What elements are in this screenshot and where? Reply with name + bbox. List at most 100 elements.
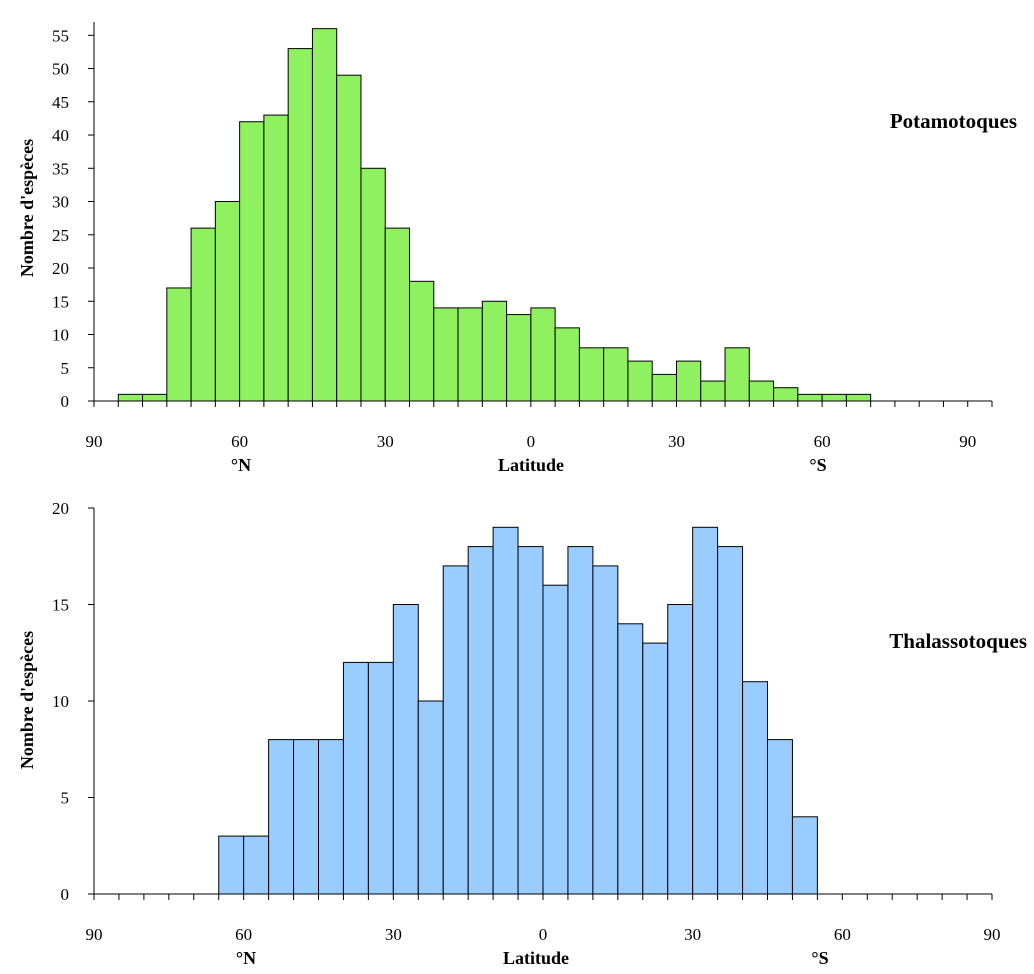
bar-potamotoques-29 <box>821 393 847 402</box>
y-tick-label: 0 <box>61 392 70 411</box>
bar-thalassotoques-22 <box>767 739 793 895</box>
x-tick-label: 90 <box>984 925 1001 944</box>
bar-thalassotoques-12 <box>517 546 544 895</box>
y-tick-label: 35 <box>52 159 69 178</box>
y-tick-label: 5 <box>61 359 70 378</box>
bar-potamotoques-1 <box>142 393 168 402</box>
bar-potamotoques-30 <box>845 393 872 402</box>
bar-thalassotoques-1 <box>243 835 270 895</box>
axes-group: 0 5 10 15 20 90 60 30 0 30 60 90 <box>52 499 1001 944</box>
bar-thalassotoques-3 <box>293 739 319 895</box>
y-tick-label: 50 <box>52 60 69 79</box>
bar-potamotoques-21 <box>627 360 653 402</box>
chart-potamotoques: 0 5 10 15 20 25 30 35 40 45 50 55 90 60 30 0 30 60 90 Pota… <box>17 22 1017 475</box>
y-tick-label: 25 <box>52 226 69 245</box>
north-hemisphere-label: °N <box>231 455 251 475</box>
x-tick-label: 0 <box>539 925 548 944</box>
bar-potamotoques-15 <box>481 300 508 402</box>
x-axis-title: Latitude <box>498 455 564 475</box>
y-tick-label: 40 <box>52 126 69 145</box>
axes-group: 0 5 10 15 20 25 30 35 40 45 50 55 90 60 30 0 30 60 90 <box>52 22 993 451</box>
bar-thalassotoques-0 <box>218 835 245 895</box>
bar-thalassotoques-21 <box>742 681 768 895</box>
y-tick-label: 0 <box>61 885 70 904</box>
bar-thalassotoques-6 <box>367 661 394 895</box>
bar-potamotoques-5 <box>239 121 265 402</box>
bar-thalassotoques-9 <box>442 565 469 895</box>
bar-thalassotoques-4 <box>318 739 344 895</box>
panel-label-thalassotoques: Thalassotoques <box>889 629 1027 653</box>
y-axis-title: Nombre d'espèces <box>17 139 37 277</box>
bar-thalassotoques-19 <box>692 526 719 895</box>
x-tick-label: 60 <box>834 925 851 944</box>
bar-thalassotoques-14 <box>567 546 594 895</box>
bar-potamotoques-20 <box>603 347 629 402</box>
south-hemisphere-label: °S <box>809 455 826 475</box>
bar-potamotoques-22 <box>651 373 677 402</box>
bar-thalassotoques-17 <box>642 642 669 895</box>
x-tick-label: 60 <box>231 432 248 451</box>
bar-potamotoques-8 <box>311 28 338 402</box>
y-tick-label: 45 <box>52 93 69 112</box>
y-tick-label: 55 <box>52 26 69 45</box>
x-tick-label: 90 <box>86 925 103 944</box>
bar-potamotoques-28 <box>797 393 823 402</box>
bar-potamotoques-3 <box>190 227 216 402</box>
x-tick-label: 90 <box>86 432 103 451</box>
x-tick-label: 60 <box>814 432 831 451</box>
bar-potamotoques-24 <box>700 380 726 402</box>
bar-potamotoques-14 <box>457 307 483 402</box>
bar-thalassotoques-11 <box>492 526 519 895</box>
panel-label-potamotoques: Potamotoques <box>890 109 1017 133</box>
bar-thalassotoques-2 <box>268 739 295 895</box>
bar-potamotoques-16 <box>506 314 532 402</box>
bar-thalassotoques-7 <box>392 604 419 895</box>
bar-thalassotoques-5 <box>342 661 369 895</box>
bar-potamotoques-9 <box>336 74 362 402</box>
y-tick-label: 10 <box>52 692 69 711</box>
bar-thalassotoques-20 <box>717 546 744 895</box>
y-tick-label: 10 <box>52 326 69 345</box>
bar-thalassotoques-16 <box>617 623 644 895</box>
y-tick-label: 20 <box>52 259 69 278</box>
north-hemisphere-label: °N <box>236 948 256 968</box>
x-tick-label: 30 <box>668 432 685 451</box>
x-tick-label: 0 <box>527 432 536 451</box>
bar-potamotoques-23 <box>675 360 702 402</box>
bar-thalassotoques-10 <box>467 546 494 895</box>
bar-thalassotoques-18 <box>667 604 694 895</box>
bar-potamotoques-18 <box>554 327 580 402</box>
bar-potamotoques-10 <box>360 167 386 402</box>
bars-group <box>218 526 818 895</box>
south-hemisphere-label: °S <box>811 948 828 968</box>
bar-potamotoques-7 <box>287 48 313 402</box>
bar-thalassotoques-23 <box>791 816 818 895</box>
y-tick-label: 15 <box>52 596 69 615</box>
x-axis-title: Latitude <box>503 948 569 968</box>
bar-potamotoques-19 <box>578 347 605 402</box>
bar-potamotoques-27 <box>773 387 799 402</box>
x-tick-label: 30 <box>385 925 402 944</box>
bar-potamotoques-17 <box>530 307 556 402</box>
x-tick-label: 30 <box>684 925 701 944</box>
bar-potamotoques-25 <box>724 347 750 402</box>
x-tick-label: 30 <box>377 432 394 451</box>
y-tick-label: 20 <box>52 499 69 518</box>
bar-thalassotoques-15 <box>592 565 619 895</box>
bar-thalassotoques-13 <box>542 584 569 895</box>
y-tick-label: 5 <box>61 789 70 808</box>
bar-potamotoques-0 <box>117 393 144 402</box>
x-tick-label: 60 <box>235 925 252 944</box>
y-tick-label: 30 <box>52 193 69 212</box>
x-tick-label: 90 <box>959 432 976 451</box>
chart-thalassotoques: 0 5 10 15 20 90 60 30 0 30 60 90 Thalassotoques Nom… <box>17 499 1027 968</box>
bar-potamotoques-26 <box>748 380 775 402</box>
bar-thalassotoques-8 <box>417 700 444 895</box>
y-tick-label: 15 <box>52 292 69 311</box>
y-axis-title: Nombre d'espèces <box>17 631 37 769</box>
bar-potamotoques-6 <box>263 114 289 402</box>
bar-potamotoques-13 <box>433 307 459 402</box>
bar-potamotoques-12 <box>409 280 435 402</box>
bar-potamotoques-11 <box>384 227 411 402</box>
